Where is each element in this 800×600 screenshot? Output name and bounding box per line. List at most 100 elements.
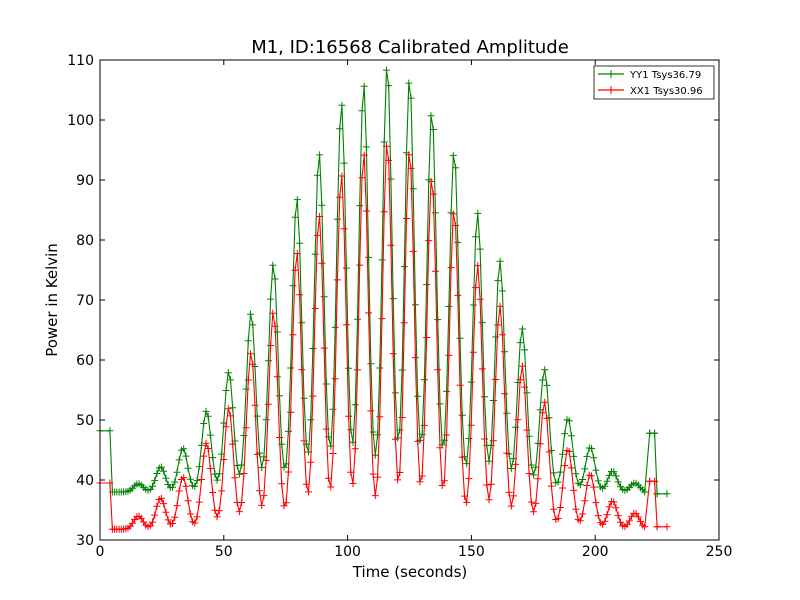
- data-point-marker: [556, 504, 564, 511]
- data-point-marker: [492, 376, 500, 383]
- data-point-marker: [351, 445, 359, 453]
- data-point-marker: [663, 523, 671, 531]
- data-point-marker: [202, 407, 210, 415]
- data-point-marker: [300, 437, 308, 445]
- data-point-marker: [387, 175, 395, 183]
- data-point-marker: [610, 498, 618, 506]
- x-tick-label: 50: [215, 544, 233, 560]
- data-point-marker: [603, 477, 611, 485]
- data-point-marker: [215, 470, 223, 478]
- data-point-marker: [514, 416, 522, 424]
- data-point-marker: [463, 498, 471, 506]
- data-point-marker: [309, 392, 317, 400]
- data-point-marker: [195, 463, 203, 471]
- data-point-marker: [309, 345, 317, 352]
- data-point-marker: [284, 468, 292, 476]
- data-point-marker: [579, 476, 587, 483]
- data-point-marker: [365, 309, 373, 317]
- data-point-marker: [651, 429, 659, 437]
- data-point-marker: [151, 511, 159, 519]
- data-point-marker: [331, 375, 339, 383]
- x-tick-label: 200: [582, 544, 609, 560]
- data-point-marker: [637, 517, 644, 525]
- data-point-marker: [318, 259, 326, 267]
- data-point-marker: [242, 424, 250, 432]
- data-point-marker: [391, 435, 399, 443]
- data-point-marker: [398, 366, 406, 374]
- data-point-marker: [358, 174, 366, 182]
- data-point-marker: [198, 441, 205, 449]
- data-point-marker: [198, 476, 205, 483]
- series-markers: [96, 142, 671, 533]
- data-point-marker: [169, 519, 176, 527]
- data-point-marker: [222, 387, 230, 394]
- data-point-marker: [235, 470, 243, 478]
- data-point-marker: [342, 321, 350, 329]
- data-point-marker: [414, 437, 422, 445]
- y-tick-label: 50: [76, 413, 94, 429]
- data-point-marker: [351, 401, 359, 409]
- data-point-marker: [191, 482, 199, 490]
- data-point-marker: [149, 518, 156, 526]
- data-point-marker: [325, 474, 332, 482]
- y-tick-label: 80: [76, 233, 94, 249]
- data-point-marker: [253, 450, 261, 458]
- data-point-marker: [146, 522, 154, 530]
- data-point-marker: [244, 337, 252, 345]
- data-point-marker: [581, 465, 589, 473]
- data-point-marker: [556, 468, 564, 476]
- data-point-marker: [378, 256, 386, 264]
- data-point-marker: [164, 516, 172, 524]
- data-point-marker: [329, 450, 337, 457]
- data-point-marker: [498, 287, 506, 295]
- data-point-marker: [215, 507, 223, 515]
- data-point-marker: [458, 453, 466, 461]
- data-point-marker: [407, 94, 415, 102]
- data-point-marker: [224, 405, 232, 413]
- data-point-marker: [258, 501, 266, 509]
- data-point-marker: [525, 470, 533, 477]
- data-point-marker: [456, 334, 464, 342]
- data-point-marker: [269, 309, 277, 317]
- data-point-marker: [634, 513, 642, 521]
- data-point-marker: [218, 487, 226, 495]
- data-point-marker: [169, 483, 176, 491]
- data-point-marker: [209, 489, 217, 496]
- data-point-marker: [612, 504, 620, 512]
- data-point-marker: [289, 282, 297, 290]
- data-point-marker: [153, 470, 161, 477]
- data-point-marker: [467, 378, 475, 386]
- data-point-marker: [157, 494, 165, 502]
- data-point-marker: [362, 207, 370, 215]
- data-point-marker: [394, 476, 402, 484]
- data-point-marker: [316, 151, 324, 159]
- data-point-marker: [137, 514, 145, 522]
- data-point-marker: [224, 369, 232, 377]
- data-point-marker: [576, 481, 584, 489]
- data-point-marker: [249, 360, 257, 368]
- data-point-marker: [465, 435, 473, 442]
- data-point-marker: [494, 277, 502, 285]
- data-point-marker: [369, 470, 377, 478]
- data-point-marker: [561, 430, 569, 438]
- data-point-marker: [518, 325, 526, 333]
- data-point-marker: [300, 394, 308, 402]
- data-point-marker: [302, 480, 310, 488]
- data-point-marker: [487, 480, 495, 488]
- data-point-marker: [360, 82, 368, 90]
- data-point-marker: [641, 523, 649, 531]
- data-point-marker: [469, 348, 477, 356]
- data-point-marker: [264, 400, 272, 408]
- data-point-marker: [184, 497, 192, 505]
- data-point-marker: [191, 519, 199, 527]
- data-point-marker: [206, 465, 214, 472]
- data-point-marker: [329, 405, 337, 413]
- data-point-marker: [429, 190, 437, 198]
- data-point-marker: [440, 477, 448, 485]
- data-point-marker: [253, 412, 261, 420]
- data-point-marker: [307, 416, 315, 424]
- data-point-marker: [171, 513, 179, 521]
- data-point-marker: [213, 513, 221, 521]
- data-point-marker: [550, 505, 558, 513]
- data-point-marker: [478, 319, 486, 327]
